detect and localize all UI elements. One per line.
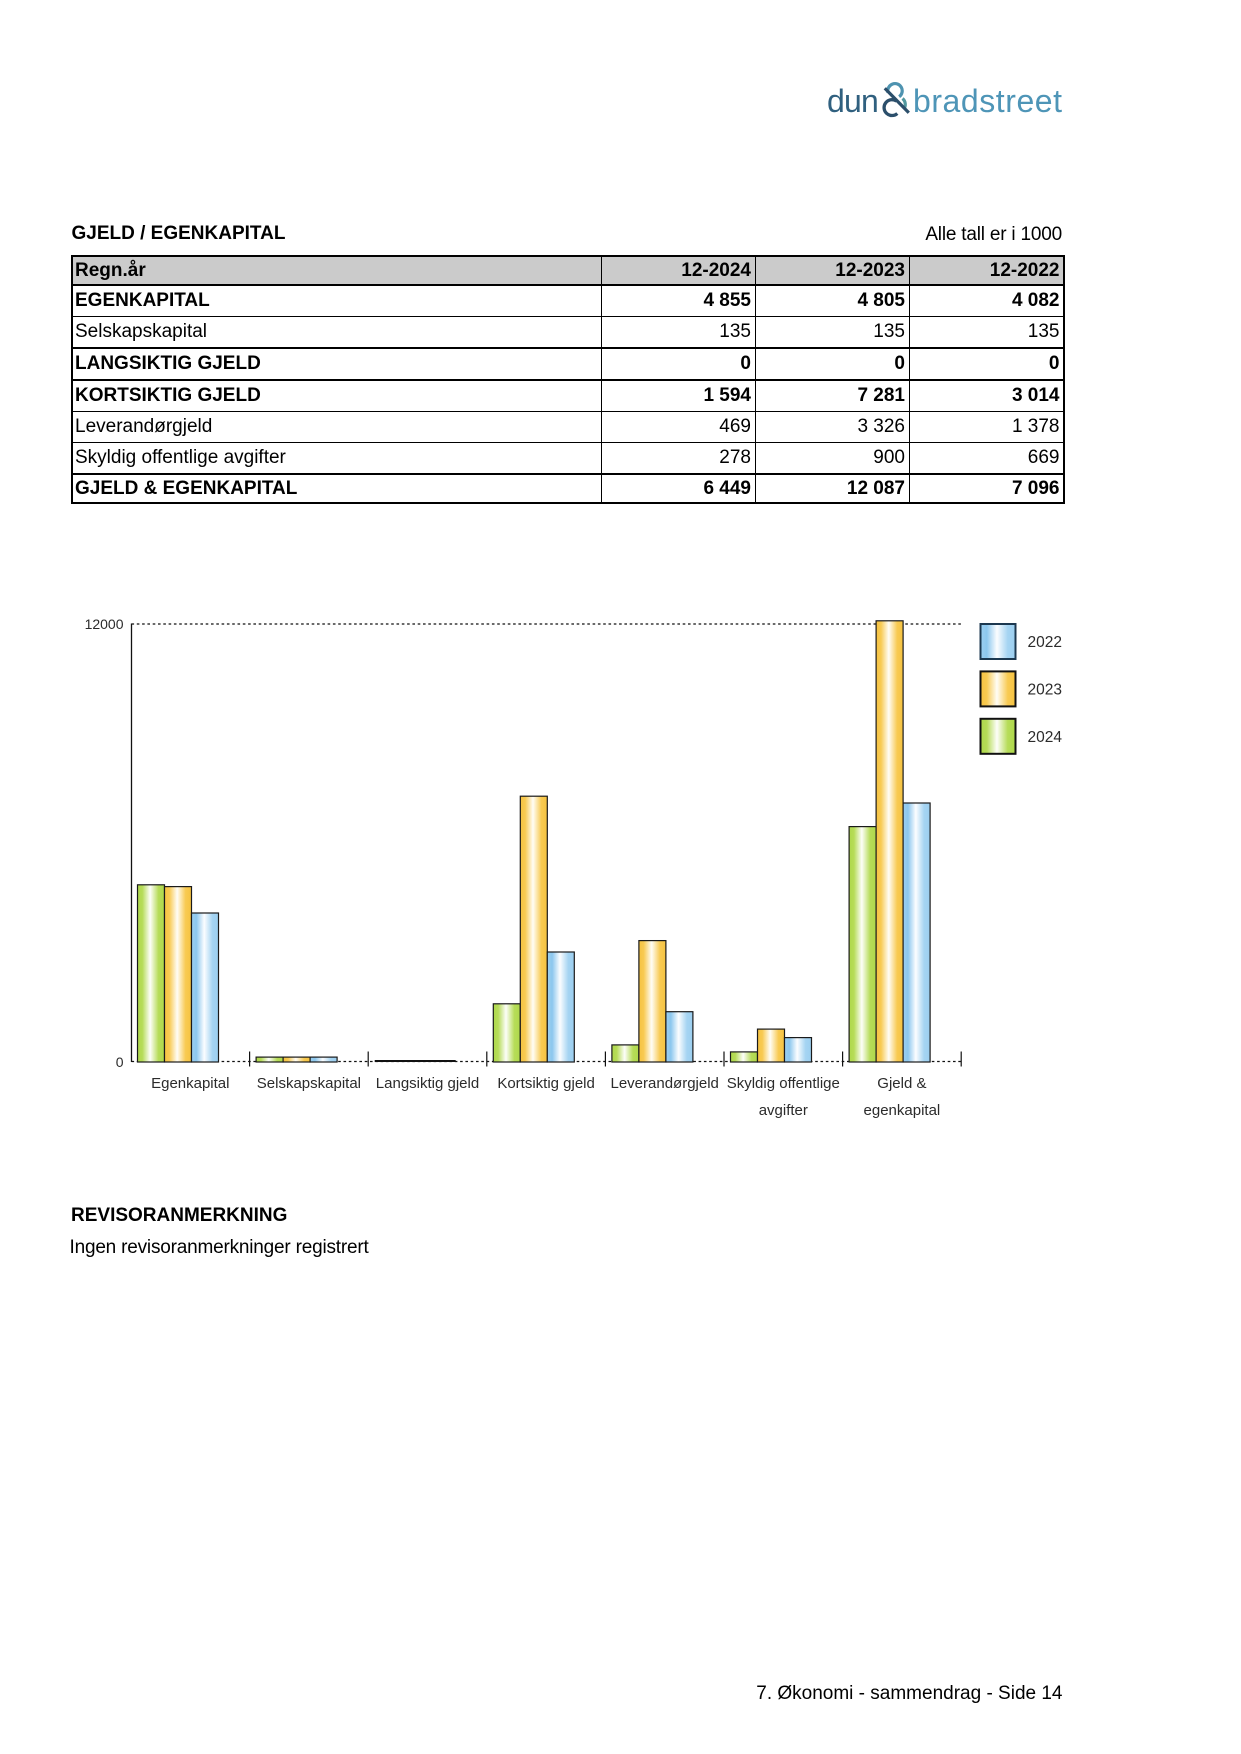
svg-text:2023: 2023 xyxy=(1028,681,1062,698)
svg-text:Kortsiktig gjeld: Kortsiktig gjeld xyxy=(497,1075,595,1092)
svg-text:2024: 2024 xyxy=(1028,729,1063,746)
svg-text:Leverandørgjeld: Leverandørgjeld xyxy=(610,1075,718,1092)
svg-text:Egenkapital: Egenkapital xyxy=(151,1075,229,1092)
svg-text:Gjeld &: Gjeld & xyxy=(877,1075,926,1092)
svg-text:Skyldig offentlige: Skyldig offentlige xyxy=(727,1075,840,1092)
svg-text:egenkapital: egenkapital xyxy=(864,1102,941,1119)
svg-text:2022: 2022 xyxy=(1028,634,1062,651)
svg-text:0: 0 xyxy=(116,1054,124,1070)
svg-text:Langsiktig gjeld: Langsiktig gjeld xyxy=(376,1075,479,1092)
svg-text:avgifter: avgifter xyxy=(759,1102,808,1119)
svg-text:Selskapskapital: Selskapskapital xyxy=(257,1075,361,1092)
svg-text:12000: 12000 xyxy=(85,616,124,632)
